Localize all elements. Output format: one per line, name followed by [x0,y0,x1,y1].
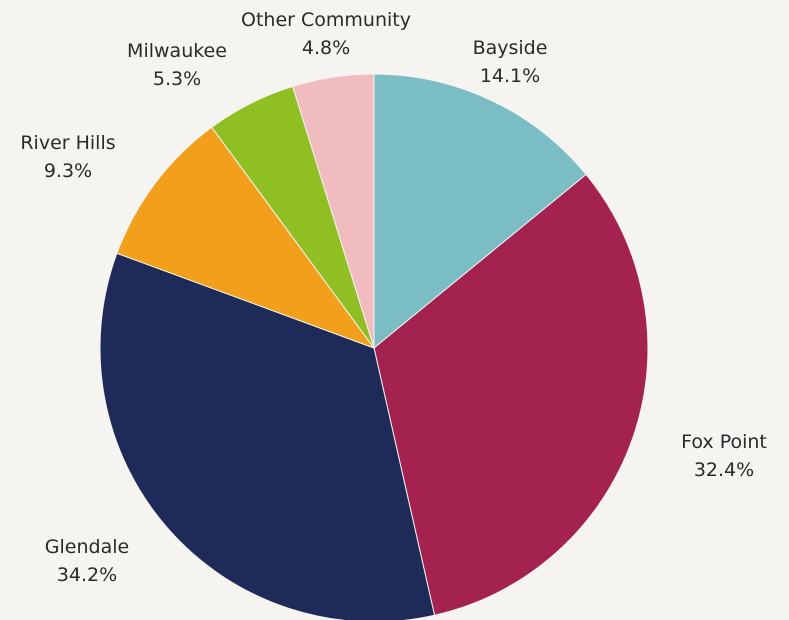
pie-slice-glendale [99,252,436,620]
slice-percent-other-community: 4.8% [301,37,351,59]
slice-name-fox-point: Fox Point [681,431,767,453]
slice-name-other-community: Other Community [241,9,411,31]
slice-percent-fox-point: 32.4% [693,459,755,481]
slice-percent-bayside: 14.1% [479,65,541,87]
slice-label-river-hills: River Hills 9.3% [20,129,115,185]
slice-percent-milwaukee: 5.3% [152,68,202,90]
slice-label-bayside: Bayside 14.1% [473,34,548,90]
pie-slice-fox-point [373,173,649,616]
slice-label-milwaukee: Milwaukee 5.3% [127,37,227,93]
slice-name-bayside: Bayside [472,37,548,59]
pie-slice-bayside [373,73,587,350]
slice-name-milwaukee: Milwaukee [127,40,227,62]
slice-name-river-hills: River Hills [20,132,116,154]
slice-name-glendale: Glendale [44,536,130,558]
pie-slice-other-community [292,73,375,349]
slice-label-glendale: Glendale 34.2% [45,533,129,589]
slice-percent-glendale: 34.2% [56,564,118,586]
slice-percent-river-hills: 9.3% [43,160,93,182]
slice-label-other-community: Other Community 4.8% [241,6,411,62]
slice-label-fox-point: Fox Point 32.4% [681,428,767,484]
pie-slice-river-hills [116,126,376,350]
